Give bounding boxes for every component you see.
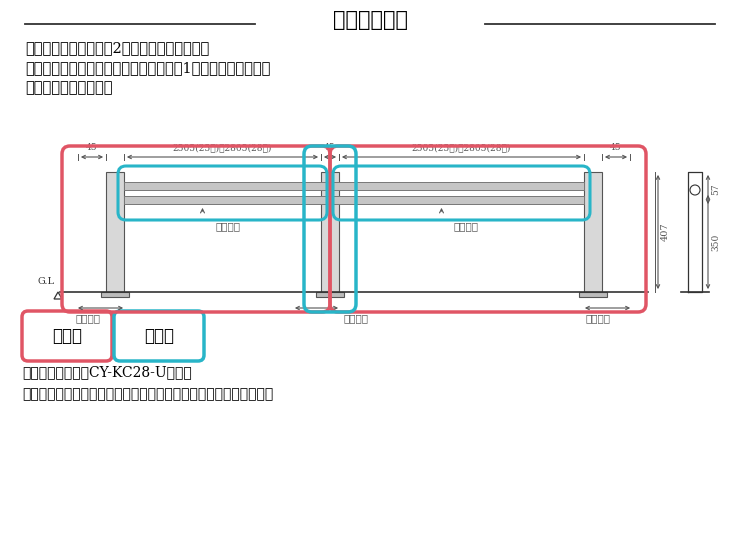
Text: 基準型には左右支柱が2本梱包されています。: 基準型には左右支柱が2本梱包されています。 (25, 41, 209, 55)
Bar (579, 292, 607, 297)
Bar (321, 172, 339, 292)
Text: 車止め棒: 車止め棒 (454, 222, 479, 231)
Text: G.L: G.L (38, 278, 55, 287)
Text: 45: 45 (610, 143, 622, 152)
Text: 45: 45 (324, 143, 336, 152)
Bar (106, 172, 124, 292)
Text: 商品の選び方: 商品の選び方 (332, 10, 408, 30)
FancyBboxPatch shape (114, 311, 204, 361)
Text: ※連結型は単独では使用できません。基準型に連結してください。: ※連結型は単独では使用できません。基準型に連結してください。 (22, 387, 273, 401)
Text: 350: 350 (711, 233, 720, 251)
Bar (584, 172, 602, 292)
Text: 407: 407 (661, 222, 670, 241)
Text: 車止め棒: 車止め棒 (215, 222, 240, 231)
Text: 連結型: 連結型 (144, 327, 174, 345)
Text: 57: 57 (711, 184, 720, 195)
Text: せてご使用ください。: せてご使用ください。 (25, 81, 112, 95)
Bar (316, 292, 344, 297)
Text: 2505(25型)・2805(28型): 2505(25型)・2805(28型) (412, 143, 511, 152)
Text: 45: 45 (86, 143, 98, 152)
Text: 設置個所の幅に応じて連結型（連結支柱1本入り）と組み合わ: 設置個所の幅に応じて連結型（連結支柱1本入り）と組み合わ (25, 61, 270, 75)
Bar (101, 292, 129, 297)
Text: ※（　）内寸法はCY-KC28-Uです。: ※（ ）内寸法はCY-KC28-Uです。 (22, 365, 192, 379)
Text: 左右支柱: 左右支柱 (75, 314, 100, 323)
FancyBboxPatch shape (22, 311, 112, 361)
Text: 連結支柱: 連結支柱 (343, 314, 368, 323)
Bar (124, 196, 584, 204)
Text: 基準型: 基準型 (52, 327, 82, 345)
Text: 左右支柱: 左右支柱 (586, 314, 611, 323)
Text: 2505(25型)・2805(28型): 2505(25型)・2805(28型) (173, 143, 272, 152)
Bar (124, 182, 584, 190)
